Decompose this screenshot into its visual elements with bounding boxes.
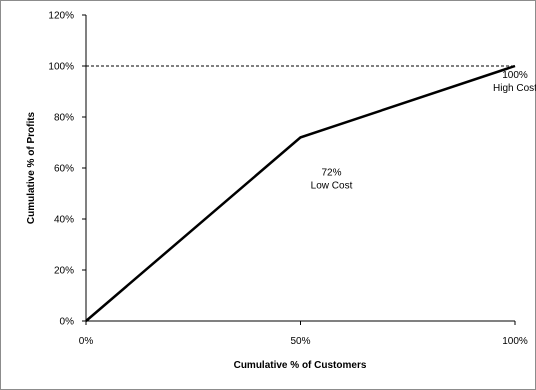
x-tick-label: 50% xyxy=(290,336,310,347)
x-axis-title: Cumulative % of Customers xyxy=(234,360,367,371)
y-axis-ticks: 0% 20% 40% 60% 80% 100% 120% xyxy=(48,11,86,328)
y-tick-label: 80% xyxy=(54,113,74,124)
x-axis-ticks: 0% 50% 100% xyxy=(79,321,528,347)
data-series xyxy=(85,64,516,322)
y-axis-title: Cumulative % of Profits xyxy=(26,111,37,224)
x-tick-label: 100% xyxy=(502,336,528,347)
y-tick-label: 120% xyxy=(48,11,74,22)
data-label: 100% xyxy=(502,70,528,81)
data-label: 72% xyxy=(321,167,341,178)
y-tick-label: 60% xyxy=(54,164,74,175)
data-label: High Cost xyxy=(493,83,536,94)
x-tick-label: 0% xyxy=(79,336,94,347)
y-tick-label: 40% xyxy=(54,215,74,226)
y-tick-label: 20% xyxy=(54,266,74,277)
data-label: Low Cost xyxy=(311,180,353,191)
annotations: 72% Low Cost 100% High Cost xyxy=(311,70,536,191)
series-line xyxy=(85,64,516,322)
y-tick-label: 0% xyxy=(60,317,75,328)
y-tick-label: 100% xyxy=(48,62,74,73)
